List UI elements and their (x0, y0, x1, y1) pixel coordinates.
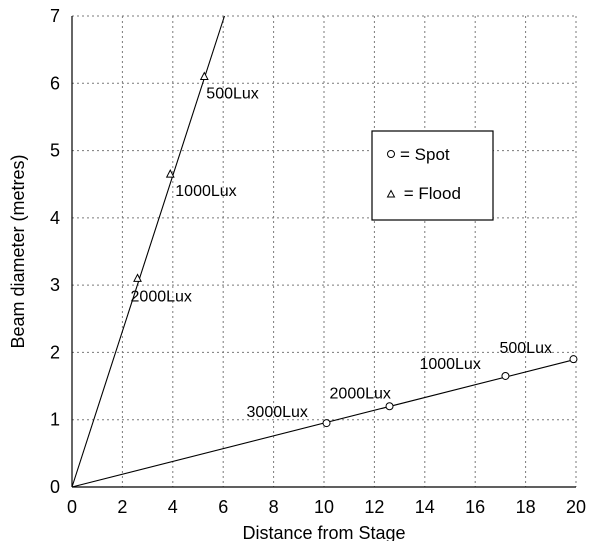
y-tick-label: 2 (50, 342, 60, 362)
y-tick-label: 1 (50, 410, 60, 430)
spot-point (385, 402, 394, 411)
y-tick-label: 5 (50, 141, 60, 161)
flood-point-label: 500Lux (206, 86, 258, 103)
x-tick-label: 4 (168, 497, 178, 517)
flood-point (165, 169, 175, 178)
legend-spot-marker (387, 150, 395, 158)
x-tick-label: 18 (516, 497, 536, 517)
grid (72, 15, 577, 487)
x-tick-label: 2 (117, 497, 127, 517)
x-tick-label: 10 (314, 497, 334, 517)
spot-point-label: 3000Lux (247, 404, 308, 421)
x-tick-label: 12 (364, 497, 384, 517)
axes (71, 16, 576, 488)
legend-box (371, 130, 494, 221)
x-tick-label: 20 (566, 497, 586, 517)
legend-flood-marker (386, 189, 396, 198)
series (71, 15, 578, 488)
x-tick-label: 0 (67, 497, 77, 517)
y-tick-label: 3 (50, 275, 60, 295)
spot-point (322, 419, 331, 428)
y-axis-title: Beam diameter (metres) (8, 154, 28, 348)
spot-point-label: 500Lux (499, 340, 551, 357)
x-tick-label: 6 (218, 497, 228, 517)
x-tick-label: 8 (269, 497, 279, 517)
y-tick-label: 6 (50, 73, 60, 93)
x-axis-title: Distance from Stage (242, 523, 405, 541)
x-tick-label: 14 (415, 497, 435, 517)
y-tick-label: 7 (50, 6, 60, 26)
spot-point (501, 371, 510, 380)
point-labels: 3000Lux 2000Lux 1000Lux 500Lux 2000Lux 1000Lu… (131, 86, 552, 422)
flood-point (133, 273, 142, 282)
flood-point-label: 1000Lux (175, 183, 236, 200)
flood-point (199, 71, 209, 81)
y-tick-label: 0 (50, 477, 60, 497)
y-tick-label: 4 (50, 208, 60, 228)
spot-point (569, 355, 578, 364)
x-tick-label: 16 (465, 497, 485, 517)
legend-flood-label: = Flood (399, 184, 461, 203)
legend-spot-label: = Spot (400, 145, 450, 164)
legend: = Spot = Flood (371, 130, 494, 221)
flood-point-label: 2000Lux (131, 288, 192, 305)
spot-point-label: 2000Lux (330, 385, 391, 402)
flood-series-line (71, 15, 225, 488)
spot-point-label: 1000Lux (419, 356, 480, 373)
